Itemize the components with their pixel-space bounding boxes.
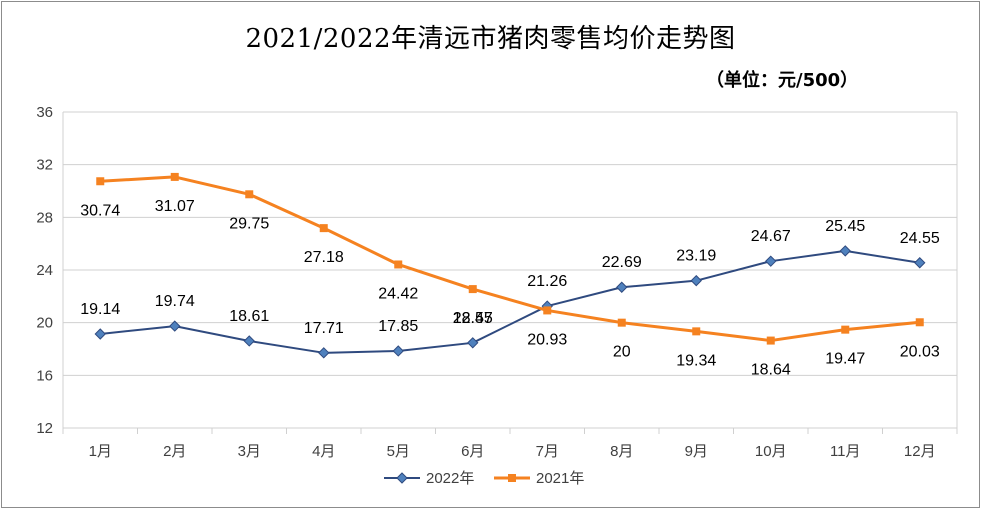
legend: 2022年 2021年: [384, 470, 584, 487]
point-marker-2021: [915, 318, 924, 327]
y-axis-ticks: 12 16 20 24 28 32 36: [36, 104, 53, 437]
data-label-2021: 20.93: [527, 331, 567, 348]
data-label-2021: 30.74: [80, 202, 120, 219]
data-label-2022: 17.71: [304, 320, 344, 337]
series-line-2: [100, 175, 920, 343]
unit-label: （单位：元/500）: [706, 70, 859, 91]
x-tick-label: 1月: [89, 443, 112, 460]
point-marker-2021: [96, 177, 105, 186]
point-marker-2021: [394, 260, 403, 269]
data-label-2021: 19.47: [825, 351, 865, 368]
y-tick-label: 28: [36, 209, 53, 226]
point-marker-2022: [318, 347, 330, 359]
point-marker-2021: [245, 190, 254, 199]
x-tick-label: 6月: [461, 443, 484, 460]
data-label-2021: 20: [613, 344, 631, 361]
data-label-2022: 22.69: [602, 254, 642, 271]
data-label-2022: 21.26: [527, 273, 567, 290]
y-tick-label: 20: [36, 315, 53, 332]
x-tick-label: 4月: [312, 443, 335, 460]
point-marker-2021: [319, 224, 328, 233]
data-label-2021: 18.64: [751, 362, 791, 379]
data-label-2021: 29.75: [229, 215, 269, 232]
grid-lines: [62, 111, 958, 429]
data-label-2022: 19.14: [80, 301, 120, 318]
data-labels: 19.14 30.74 19.74 31.07 18.61 29.75 17.71 27.18…: [80, 198, 940, 379]
legend-marker: [396, 472, 408, 484]
point-marker-2021: [170, 172, 179, 181]
series-lines: [94, 172, 926, 359]
series-line-1: [100, 249, 920, 354]
y-tick-label: 32: [36, 157, 53, 174]
x-tick-label: 9月: [685, 443, 708, 460]
data-label-2021: 20.03: [900, 343, 940, 360]
point-marker-2022: [839, 245, 851, 257]
point-marker-2022: [914, 257, 926, 269]
x-tick-label: 10月: [755, 443, 787, 460]
point-marker-2021: [692, 327, 701, 336]
y-tick-label: 12: [36, 420, 53, 437]
data-label-2022: 17.85: [378, 318, 418, 335]
x-tick-label: 3月: [238, 443, 261, 460]
data-label-2022: 18.61: [229, 308, 269, 325]
point-marker-2021: [841, 325, 850, 334]
x-tick-label: 7月: [536, 443, 559, 460]
data-label-2022: 25.45: [825, 218, 865, 235]
point-marker-2022: [616, 281, 628, 293]
y-tick-label: 16: [36, 367, 53, 384]
point-marker-2021: [766, 336, 775, 345]
legend-label: 2021年: [536, 470, 584, 487]
point-marker-2022: [94, 328, 106, 340]
data-label-2022: 19.74: [155, 293, 195, 310]
point-marker-2021: [617, 318, 626, 327]
x-tick-label: 12月: [904, 443, 936, 460]
point-marker-2022: [690, 274, 702, 287]
data-label-2022: 24.67: [751, 228, 791, 245]
point-marker-2022: [392, 345, 404, 357]
point-marker-2022: [243, 335, 255, 347]
y-tick-label: 36: [36, 104, 53, 121]
data-label-2022: 18.47: [453, 310, 493, 327]
point-marker-2021: [468, 285, 477, 294]
point-marker-2022: [765, 255, 777, 267]
legend-marker: [508, 474, 516, 482]
point-marker-2021: [543, 306, 552, 315]
y-tick-label: 24: [36, 262, 53, 279]
data-label-2022: 23.19: [676, 248, 716, 265]
data-label-2021: 19.34: [676, 352, 716, 369]
point-marker-2022: [169, 320, 181, 332]
data-label-2021: 27.18: [304, 249, 344, 266]
x-tick-label: 5月: [387, 443, 410, 460]
data-label-2021: 31.07: [155, 198, 195, 215]
x-tick-label: 2月: [163, 443, 186, 460]
data-label-2021: 24.42: [378, 285, 418, 302]
x-tick-label: 11月: [830, 443, 861, 460]
point-marker-2022: [467, 337, 479, 349]
legend-label: 2022年: [426, 470, 474, 487]
data-label-2021: 22.55: [453, 310, 493, 327]
x-axis-ticks: 1月 2月 3月 4月 5月 6月 7月 8月 9月 10月 11月 12月: [62, 428, 958, 460]
data-label-2022: 24.55: [900, 230, 940, 247]
x-tick-label: 8月: [610, 443, 633, 460]
chart-title: 2021/2022年清远市猪肉零售均价走势图: [245, 24, 736, 54]
